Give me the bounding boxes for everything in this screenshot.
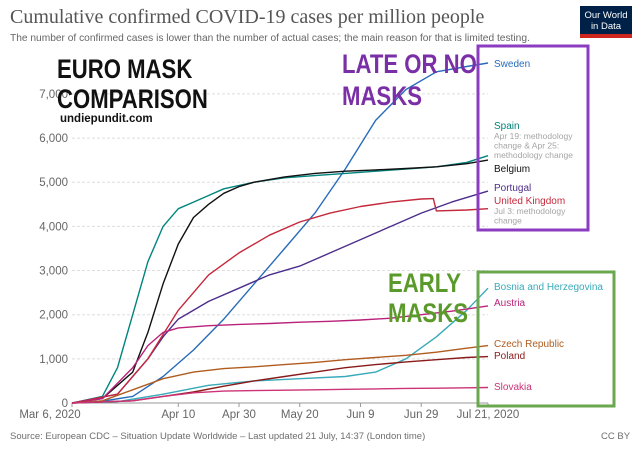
late-line-2: MASKS: [342, 81, 422, 111]
series-label-portugal: Portugal: [494, 183, 531, 194]
owid-logo[interactable]: Our World in Data: [580, 6, 632, 38]
series-note-line: change: [494, 216, 522, 226]
chart-title: Cumulative confirmed COVID-19 cases per …: [10, 6, 485, 28]
series-line-austria: [71, 305, 489, 404]
y-tick-label: 4,000: [39, 221, 68, 233]
series-label-united-kingdom: United Kingdom: [494, 196, 565, 207]
x-tick-label: Apr 30: [222, 409, 256, 421]
early-masks-box: [476, 270, 616, 408]
x-tick-label: Apr 10: [161, 409, 195, 421]
early-line-2: MASKS: [388, 298, 468, 328]
series-label-belgium: Belgium: [494, 164, 530, 175]
annotation-boxes: [476, 44, 616, 408]
license-link[interactable]: CC BY: [601, 431, 631, 442]
euro-mask-annotation: EURO MASK COMPARISON: [57, 54, 208, 114]
series-line-bosnia-and-herzegovina: [71, 287, 489, 404]
y-tick-label: 6,000: [39, 133, 68, 145]
x-tick-label: Jun 29: [404, 409, 439, 421]
euro-line-2: COMPARISON: [57, 84, 208, 114]
late-masks-annotation: LATE OR NO MASKS: [342, 48, 477, 112]
y-tick-label: 0: [62, 398, 68, 410]
series-line-sweden: [71, 62, 489, 404]
x-axis-ticks: Mar 6, 2020 Apr 10 Apr 30 May 20 Jun 9 Jun 29…: [19, 403, 519, 421]
series-note: Jul 3: methodology change: [494, 206, 566, 226]
euro-line-1: EURO MASK: [57, 54, 193, 84]
y-tick-label: 5,000: [39, 177, 68, 189]
x-tick-label: Jun 9: [346, 409, 374, 421]
series-note-line: change & Apr 25:: [494, 141, 559, 151]
series-label-spain: Spain: [494, 121, 520, 132]
series-label-czech-republic: Czech Republic: [494, 339, 564, 350]
series-label-slovakia: Slovakia: [494, 382, 532, 393]
series-note-line: Apr 19: methodology: [494, 131, 573, 141]
chart-subtitle: The number of confirmed cases is lower t…: [10, 33, 530, 44]
y-tick-label: 7,000: [39, 89, 68, 101]
site-credit: undiepundit.com: [60, 113, 153, 125]
late-masks-box: [476, 44, 590, 232]
series-note-line: Jul 3: methodology: [494, 206, 566, 216]
y-tick-label: 3,000: [39, 266, 68, 278]
series-label-poland: Poland: [494, 351, 525, 362]
series-line-slovakia: [71, 386, 489, 404]
series-line-belgium: [71, 159, 489, 404]
early-masks-annotation: EARLY MASKS: [388, 268, 468, 328]
series-line-czech-republic: [71, 344, 489, 404]
late-line-1: LATE OR NO: [342, 49, 477, 79]
grid-lines: [72, 93, 488, 404]
y-axis-ticks: 0 1,000 2,000 3,000 4,000 5,000 6,000 7,000: [39, 89, 68, 410]
logo-line-2: in Data: [590, 21, 622, 32]
x-tick-label: Mar 6, 2020: [19, 409, 80, 421]
logo-line-1: Our World: [584, 10, 628, 21]
series-label-sweden: Sweden: [494, 59, 530, 70]
series-label-bosnia-and-herzegovina: Bosnia and Herzegovina: [494, 282, 603, 293]
early-line-1: EARLY: [388, 268, 462, 298]
y-tick-label: 1,000: [39, 354, 68, 366]
y-tick-label: 2,000: [39, 310, 68, 322]
series-note-line: methodology change: [494, 150, 573, 160]
series-note: Apr 19: methodology change & Apr 25: metho…: [494, 131, 573, 160]
x-tick-label: Jul 21, 2020: [457, 409, 520, 421]
series-label-austria: Austria: [494, 298, 526, 309]
source-note: Source: European CDC – Situation Update …: [10, 431, 426, 442]
x-tick-label: May 20: [281, 409, 319, 421]
series-lines: [71, 62, 489, 404]
series-line-united-kingdom: [71, 197, 489, 404]
